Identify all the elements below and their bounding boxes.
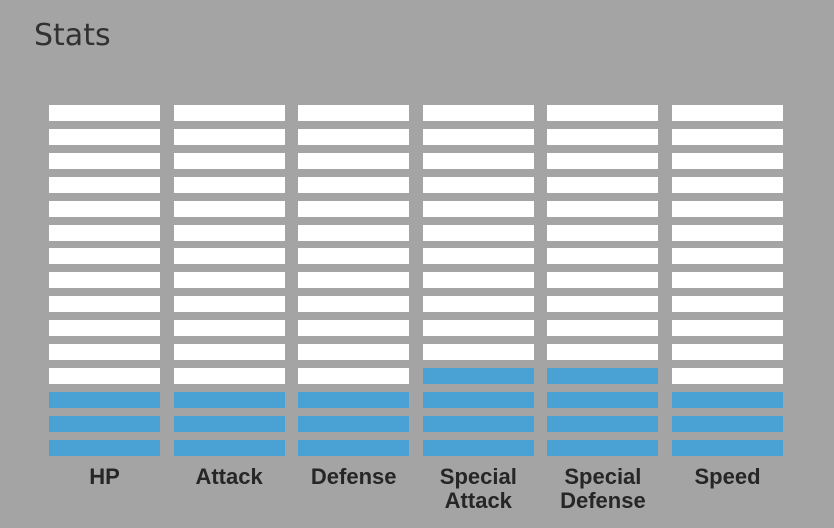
stat-segment-special-attack-10-empty [422, 224, 534, 241]
stat-segment-special-attack-8-empty [422, 272, 534, 289]
stat-segment-defense-3-filled [298, 391, 410, 408]
stat-segment-special-attack-9-empty [422, 248, 534, 265]
stat-segment-special-attack-12-empty [422, 176, 534, 193]
stat-segment-special-defense-11-empty [547, 200, 659, 217]
stat-segment-defense-7-empty [298, 296, 410, 313]
stat-segment-attack-13-empty [173, 152, 285, 169]
stat-segment-special-attack-13-empty [422, 152, 534, 169]
stat-segment-special-defense-6-empty [547, 320, 659, 337]
stats-title: Stats [34, 18, 111, 53]
stat-segment-attack-4-empty [173, 367, 285, 384]
stat-segment-attack-1-filled [173, 439, 285, 456]
stat-segment-hp-8-empty [49, 272, 160, 289]
stat-segment-attack-8-empty [173, 272, 285, 289]
stat-segment-attack-14-empty [173, 128, 285, 145]
stat-segment-special-defense-9-empty [547, 248, 659, 265]
stat-segment-hp-14-empty [49, 128, 160, 145]
stat-segment-special-defense-14-empty [547, 128, 659, 145]
stat-segment-hp-1-filled [49, 439, 160, 456]
stat-segment-special-attack-14-empty [422, 128, 534, 145]
stat-segment-special-defense-8-empty [547, 272, 659, 289]
stat-segment-special-attack-11-empty [422, 200, 534, 217]
stat-segment-hp-12-empty [49, 176, 160, 193]
stat-segment-hp-6-empty [49, 320, 160, 337]
stat-segment-special-attack-5-empty [422, 344, 534, 360]
stat-segment-hp-3-filled [49, 391, 160, 408]
stat-segment-attack-15-empty [173, 105, 285, 121]
stat-segment-special-defense-13-empty [547, 152, 659, 169]
stat-segment-hp-15-empty [49, 105, 160, 121]
stat-segment-speed-13-empty [672, 152, 783, 169]
stat-segment-attack-11-empty [173, 200, 285, 217]
stat-segment-speed-10-empty [672, 224, 783, 241]
stat-label-hp: HP [89, 464, 120, 489]
stat-segment-speed-8-empty [672, 272, 783, 289]
stat-segment-defense-9-empty [298, 248, 410, 265]
stat-segment-attack-12-empty [173, 176, 285, 193]
stat-segment-defense-15-empty [298, 105, 410, 121]
stat-segment-speed-1-filled [672, 439, 783, 456]
stat-segment-special-attack-7-empty [422, 296, 534, 313]
stat-segment-defense-8-empty [298, 272, 410, 289]
stat-segment-speed-3-filled [672, 391, 783, 408]
stat-label-special-attack: Special Attack [439, 464, 517, 513]
stat-segment-defense-2-filled [298, 415, 410, 432]
stat-segment-attack-2-filled [173, 415, 285, 432]
stat-segment-special-attack-15-empty [422, 105, 534, 121]
stat-segment-speed-15-empty [672, 105, 783, 121]
stat-label-defense: Defense [310, 464, 397, 489]
stat-segment-attack-3-filled [173, 391, 285, 408]
stat-segment-special-defense-4-filled [547, 367, 659, 384]
stat-segment-speed-12-empty [672, 176, 783, 193]
stat-segment-speed-14-empty [672, 128, 783, 145]
stat-segment-special-attack-4-filled [422, 367, 534, 384]
stat-segment-defense-14-empty [298, 128, 410, 145]
stat-segment-special-defense-3-filled [547, 391, 659, 408]
stat-segment-hp-10-empty [49, 224, 160, 241]
stat-segment-special-attack-3-filled [422, 391, 534, 408]
stat-segment-special-defense-12-empty [547, 176, 659, 193]
stat-segment-defense-13-empty [298, 152, 410, 169]
stat-segment-hp-9-empty [49, 248, 160, 265]
stat-segment-special-attack-6-empty [422, 320, 534, 337]
stat-segment-defense-12-empty [298, 176, 410, 193]
stat-segment-hp-5-empty [49, 344, 160, 360]
stat-label-attack: Attack [195, 464, 263, 489]
stat-segment-special-attack-1-filled [422, 439, 534, 456]
stat-segment-defense-4-empty [298, 367, 410, 384]
stat-segment-hp-11-empty [49, 200, 160, 217]
stat-segment-defense-6-empty [298, 320, 410, 337]
stat-segment-speed-7-empty [672, 296, 783, 313]
stat-segment-special-defense-7-empty [547, 296, 659, 313]
stat-segment-special-defense-10-empty [547, 224, 659, 241]
stat-segment-attack-6-empty [173, 320, 285, 337]
stat-segment-hp-2-filled [49, 415, 160, 432]
stat-segment-attack-10-empty [173, 224, 285, 241]
stat-segment-defense-1-filled [298, 439, 410, 456]
stat-segment-defense-11-empty [298, 200, 410, 217]
stat-label-special-defense: Special Defense [560, 464, 646, 513]
stat-grid: HP Attack Defense Special Attack Special… [49, 105, 783, 525]
stat-segment-defense-5-empty [298, 344, 410, 360]
stat-segment-attack-9-empty [173, 248, 285, 265]
stat-segment-special-defense-5-empty [547, 344, 659, 360]
stat-segment-special-defense-1-filled [547, 439, 659, 456]
stat-segment-hp-13-empty [49, 152, 160, 169]
stat-segment-speed-4-empty [672, 367, 783, 384]
stat-segment-attack-5-empty [173, 344, 285, 360]
stat-segment-attack-7-empty [173, 296, 285, 313]
stat-segment-speed-2-filled [672, 415, 783, 432]
stat-segment-defense-10-empty [298, 224, 410, 241]
stat-segment-speed-6-empty [672, 320, 783, 337]
stat-segment-speed-11-empty [672, 200, 783, 217]
stat-segment-hp-4-empty [49, 367, 160, 384]
stat-segment-speed-9-empty [672, 248, 783, 265]
stat-label-speed: Speed [694, 464, 761, 489]
stat-segment-special-defense-2-filled [547, 415, 659, 432]
stat-segment-speed-5-empty [672, 344, 783, 360]
stat-segment-special-attack-2-filled [422, 415, 534, 432]
stat-segment-hp-7-empty [49, 296, 160, 313]
stat-segment-special-defense-15-empty [547, 105, 659, 121]
